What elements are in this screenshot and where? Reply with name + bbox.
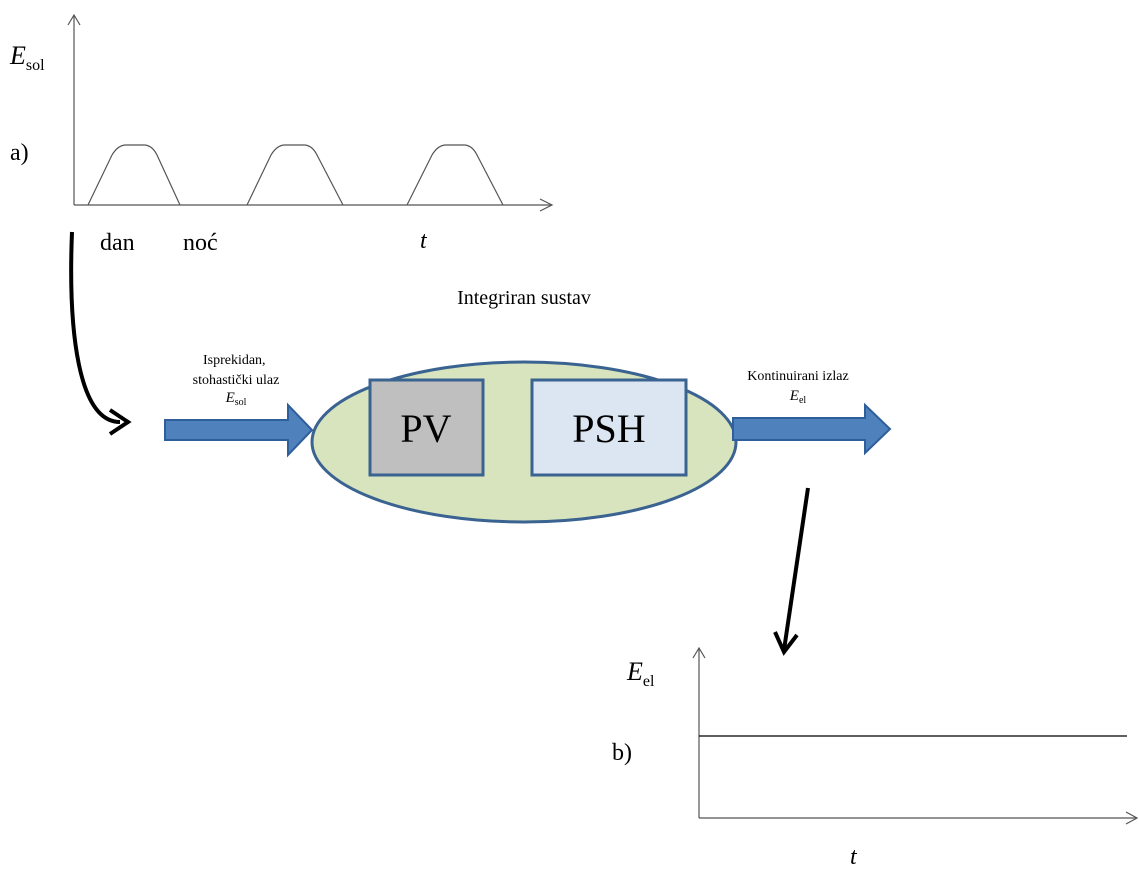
system-title: Integriran sustav bbox=[457, 287, 591, 309]
output-symbol: Eel bbox=[789, 388, 807, 406]
pv-block bbox=[368, 378, 485, 477]
subscript: el bbox=[643, 673, 655, 690]
axis-arrow bbox=[1125, 811, 1139, 825]
input-label: Isprekidan, stohastički ulaz bbox=[193, 353, 280, 388]
output-label: Kontinuirani izlaz bbox=[747, 369, 848, 384]
x-label: t bbox=[420, 228, 428, 254]
symbol: E bbox=[626, 657, 643, 686]
input-symbol: Esol bbox=[225, 390, 247, 408]
axis-arrow bbox=[539, 198, 554, 212]
night-label: noć bbox=[183, 230, 218, 256]
axis-arrow bbox=[692, 646, 706, 659]
day-curve bbox=[87, 144, 181, 206]
panel-label: b) bbox=[612, 740, 632, 766]
subscript: sol bbox=[235, 397, 247, 408]
x-label: t bbox=[850, 844, 858, 870]
arrow-head bbox=[108, 408, 132, 436]
down-arrow bbox=[773, 487, 810, 656]
line: stohastički ulaz bbox=[193, 373, 280, 388]
block-label: PSH bbox=[572, 406, 645, 451]
arrow-path bbox=[782, 487, 810, 651]
panel-label: a) bbox=[10, 140, 29, 166]
day-label: dan bbox=[100, 230, 135, 256]
arrow-head bbox=[773, 631, 799, 656]
day-curve bbox=[406, 144, 504, 206]
subscript: el bbox=[799, 395, 806, 406]
symbol: E bbox=[789, 388, 799, 404]
chart-b bbox=[692, 646, 1139, 825]
curved-arrow bbox=[69, 231, 132, 436]
arrow-path bbox=[69, 231, 121, 424]
day-curve bbox=[246, 144, 344, 206]
input-arrow bbox=[164, 402, 314, 458]
axis-arrow bbox=[67, 13, 81, 26]
block-label: PV bbox=[400, 406, 451, 451]
symbol: E bbox=[225, 390, 235, 406]
chart-a bbox=[67, 13, 554, 212]
symbol: E bbox=[9, 41, 26, 70]
y-label: Esol bbox=[9, 41, 45, 74]
line: Isprekidan, bbox=[203, 353, 266, 368]
output-arrow bbox=[732, 402, 892, 456]
subscript: sol bbox=[26, 57, 45, 74]
y-label: Eel bbox=[626, 657, 655, 690]
psh-block bbox=[530, 378, 688, 477]
